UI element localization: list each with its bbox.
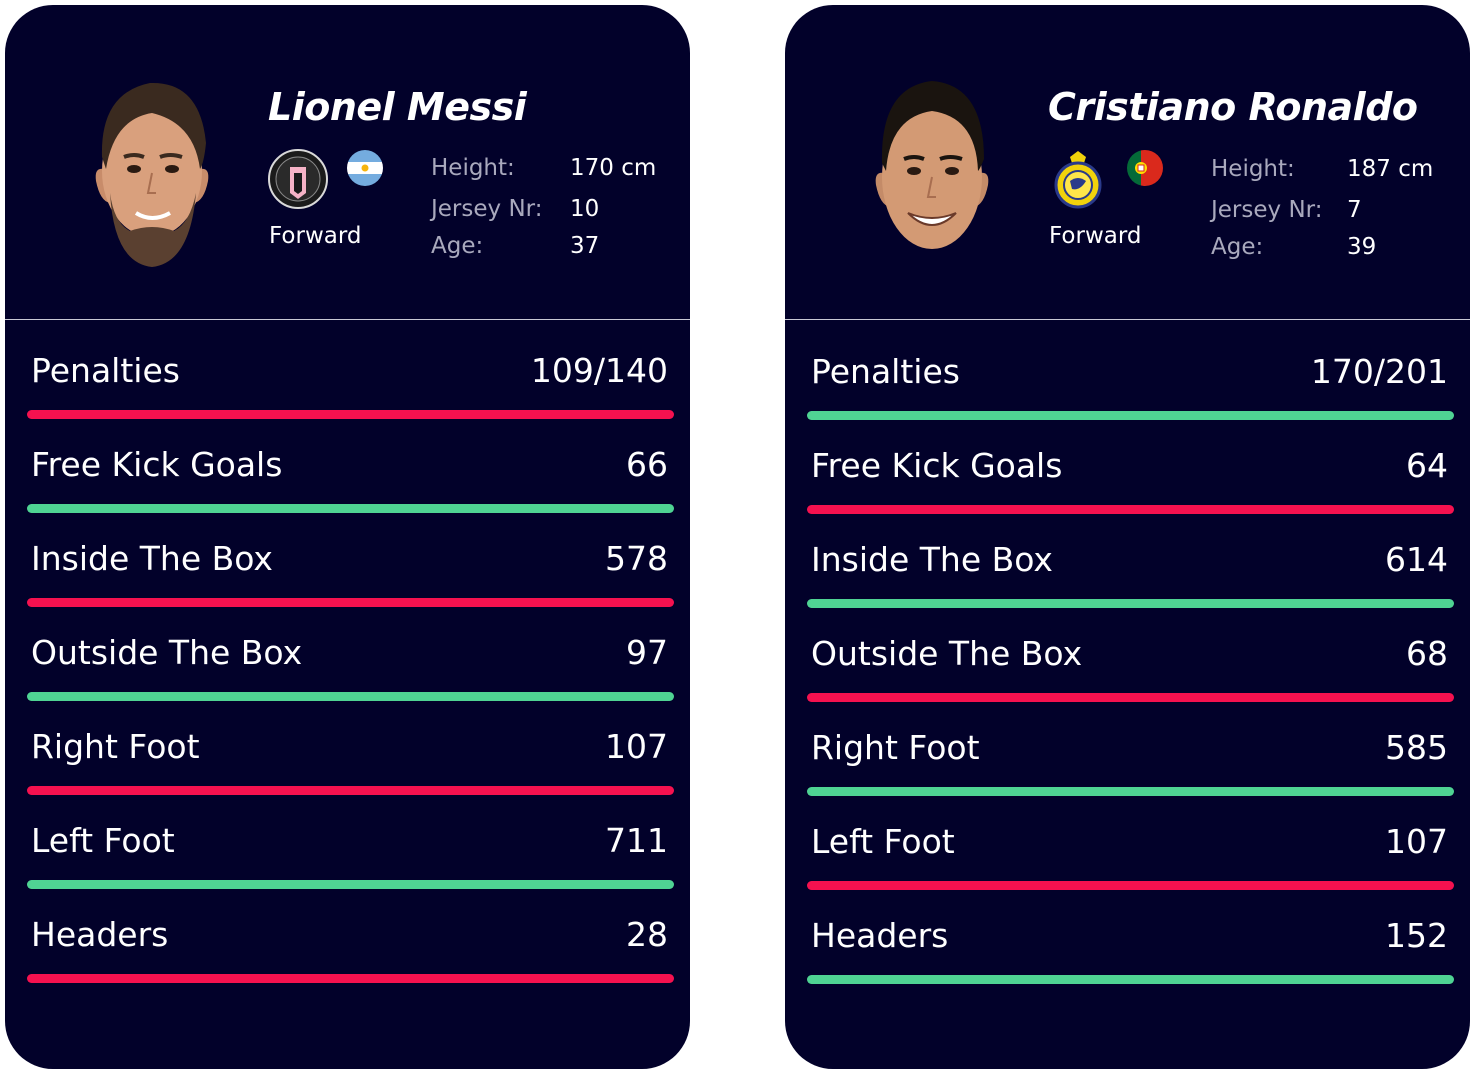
stat-value: 97 [626, 633, 668, 672]
height-label: Height: [1211, 156, 1295, 182]
stat-row-headers: Headers 28 [27, 899, 674, 993]
stat-value: 66 [626, 445, 668, 484]
stat-label: Outside The Box [811, 634, 1083, 673]
stat-label: Inside The Box [811, 540, 1053, 579]
portugal-flag-icon [1127, 150, 1163, 186]
stat-row-headers: Headers 152 [807, 900, 1454, 994]
age-label: Age: [1211, 234, 1264, 260]
argentina-flag-icon [347, 150, 383, 186]
stat-bar [27, 410, 674, 419]
stat-row-right-foot: Right Foot 585 [807, 712, 1454, 806]
stat-row-inside-the-box: Inside The Box 614 [807, 524, 1454, 618]
stat-bar [807, 787, 1454, 796]
stat-bar [807, 975, 1454, 984]
player-name: Cristiano Ronaldo [1048, 85, 1418, 129]
player-portrait [875, 81, 989, 249]
header-divider [5, 319, 690, 320]
height-label: Height: [431, 155, 515, 181]
stat-label: Left Foot [811, 822, 955, 861]
stat-label: Headers [31, 915, 169, 954]
stat-value: 585 [1385, 728, 1448, 767]
stat-bar [27, 692, 674, 701]
stat-bar [27, 880, 674, 889]
stat-row-free-kick-goals: Free Kick Goals 66 [27, 429, 674, 523]
stat-label: Left Foot [31, 821, 175, 860]
stat-bar [807, 599, 1454, 608]
stat-value: 578 [605, 539, 668, 578]
stat-value: 614 [1385, 540, 1448, 579]
stat-bar [807, 411, 1454, 420]
age-label: Age: [431, 233, 484, 259]
stat-bar [807, 693, 1454, 702]
stat-value: 109/140 [530, 351, 668, 390]
stat-value: 28 [626, 915, 668, 954]
stat-row-left-foot: Left Foot 107 [807, 806, 1454, 900]
stat-row-right-foot: Right Foot 107 [27, 711, 674, 805]
stat-value: 107 [1385, 822, 1448, 861]
jersey-value: 7 [1347, 197, 1362, 223]
height-value: 170 cm [570, 155, 657, 181]
stat-label: Right Foot [31, 727, 200, 766]
player-card-ronaldo: Cristiano Ronaldo Forward Height: 187 cm… [785, 5, 1470, 1069]
stat-label: Headers [811, 916, 949, 955]
player-name: Lionel Messi [268, 85, 527, 129]
header-divider [785, 319, 1470, 320]
stat-row-free-kick-goals: Free Kick Goals 64 [807, 430, 1454, 524]
stat-bar [807, 505, 1454, 514]
stat-bar [27, 598, 674, 607]
al-nassr-crest-icon [1054, 151, 1102, 209]
age-value: 37 [570, 233, 600, 259]
stat-row-outside-the-box: Outside The Box 97 [27, 617, 674, 711]
stat-value: 152 [1385, 916, 1448, 955]
jersey-label: Jersey Nr: [431, 196, 543, 222]
stat-label: Free Kick Goals [31, 445, 283, 484]
stat-row-penalties: Penalties 170/201 [807, 336, 1454, 430]
player-position: Forward [269, 223, 362, 249]
inter-miami-crest-icon [268, 149, 328, 209]
player-card-messi: Lionel Messi Forward Height: 170 cm Jers… [5, 5, 690, 1069]
jersey-value: 10 [570, 196, 600, 222]
stat-label: Inside The Box [31, 539, 273, 578]
stat-row-inside-the-box: Inside The Box 578 [27, 523, 674, 617]
stat-bar [27, 786, 674, 795]
stat-label: Outside The Box [31, 633, 303, 672]
stat-value: 64 [1406, 446, 1448, 485]
player-portrait [95, 82, 209, 267]
stat-bar [27, 974, 674, 983]
player-header: Cristiano Ronaldo Forward Height: 187 cm… [785, 5, 1470, 319]
jersey-label: Jersey Nr: [1211, 197, 1323, 223]
stat-label: Penalties [811, 352, 960, 391]
height-value: 187 cm [1347, 156, 1434, 182]
stat-row-left-foot: Left Foot 711 [27, 805, 674, 899]
stat-label: Penalties [31, 351, 180, 390]
stat-label: Right Foot [811, 728, 980, 767]
stat-value: 711 [605, 821, 668, 860]
stat-label: Free Kick Goals [811, 446, 1063, 485]
stat-row-outside-the-box: Outside The Box 68 [807, 618, 1454, 712]
stat-value: 170/201 [1310, 352, 1448, 391]
age-value: 39 [1347, 234, 1377, 260]
stat-bar [27, 504, 674, 513]
player-position: Forward [1049, 223, 1142, 249]
stat-value: 107 [605, 727, 668, 766]
player-header: Lionel Messi Forward Height: 170 cm Jers… [5, 5, 690, 319]
stat-value: 68 [1406, 634, 1448, 673]
stat-row-penalties: Penalties 109/140 [27, 335, 674, 429]
stat-bar [807, 881, 1454, 890]
